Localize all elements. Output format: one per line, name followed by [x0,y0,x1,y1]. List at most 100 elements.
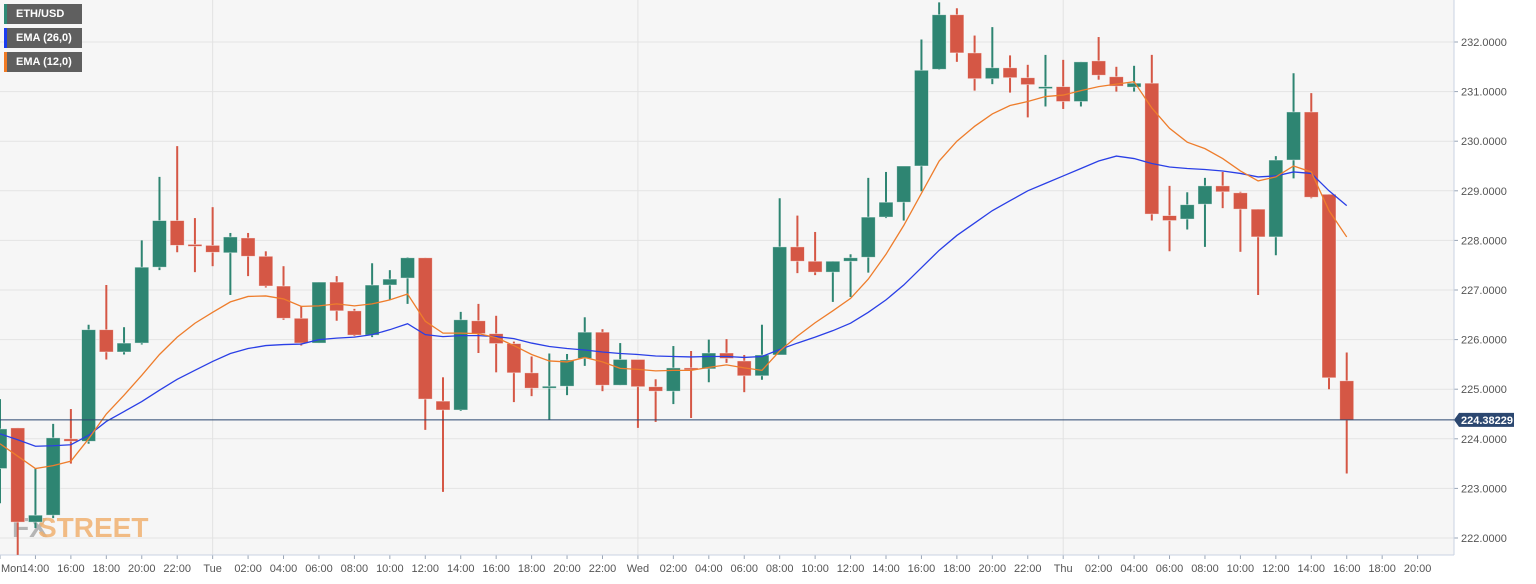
candle[interactable] [45,423,61,519]
legend-item-ethusd[interactable]: ETH/USD [4,4,82,24]
candle[interactable] [453,311,469,412]
candle[interactable] [258,251,274,288]
candle[interactable] [28,468,43,529]
candle[interactable] [81,324,96,444]
candle-body [1073,61,1089,102]
x-tick-label: 10:00 [376,563,404,575]
candle[interactable] [417,257,433,430]
candle[interactable] [400,257,415,304]
candle[interactable] [772,198,788,356]
candle[interactable] [524,356,539,397]
candle[interactable] [205,207,221,267]
candle[interactable] [1020,64,1036,118]
legend-label: EMA (26,0) [16,32,72,44]
candle[interactable] [931,2,947,70]
candle[interactable] [187,218,203,273]
candle-body [1126,82,1142,88]
candle-body [1002,67,1018,79]
candle[interactable] [1197,177,1213,247]
candle[interactable] [1073,61,1089,107]
candle[interactable] [665,346,681,405]
candle[interactable] [1268,156,1284,256]
candle[interactable] [1250,208,1266,295]
candle-body [524,372,539,389]
candle[interactable] [1286,73,1301,179]
candle[interactable] [719,339,734,363]
candle[interactable] [169,146,185,253]
candle[interactable] [1162,185,1177,252]
candle-body [559,359,575,387]
candle-body [1339,380,1355,421]
candle[interactable] [630,359,646,428]
watermark-street: STREET [38,512,148,543]
candle-body [1286,111,1301,161]
candle[interactable] [293,305,309,346]
candle[interactable] [435,377,451,492]
legend-item-ema12[interactable]: EMA (12,0) [4,52,82,72]
candle[interactable] [878,171,894,219]
candle-body [45,437,61,516]
y-tick-label: 227.0000 [1461,285,1507,297]
y-tick-label: 232.0000 [1461,37,1507,49]
candle[interactable] [1091,37,1107,80]
candle[interactable] [152,176,167,271]
candle[interactable] [949,8,965,62]
candle[interactable] [541,353,557,420]
candle[interactable] [222,232,238,295]
x-tick-label: 16:00 [1333,563,1361,575]
x-tick-label: 22:00 [1014,563,1042,575]
candle[interactable] [790,215,805,274]
candle[interactable] [1339,352,1355,474]
candle[interactable] [1179,192,1195,230]
candle[interactable] [559,353,575,396]
candle[interactable] [488,315,504,373]
candle-body [1108,76,1124,87]
candle[interactable] [346,308,362,337]
candle[interactable] [134,240,150,345]
candle[interactable] [116,327,132,355]
candle[interactable] [807,231,823,276]
candle[interactable] [240,232,256,277]
candle[interactable] [1215,171,1231,209]
x-tick-label: 12:00 [1262,563,1290,575]
candle-body [346,310,362,336]
candle[interactable] [1002,55,1018,93]
legend-item-ema26[interactable]: EMA (26,0) [4,28,82,48]
candle-body [152,220,167,268]
candle[interactable] [1233,191,1248,252]
x-tick-label: 18:00 [1368,563,1396,575]
candle[interactable] [984,27,1000,85]
candle[interactable] [471,303,486,353]
candle[interactable] [648,379,664,422]
candle[interactable] [860,177,876,273]
candle[interactable] [1108,66,1124,92]
candle-body [28,514,43,523]
candle[interactable] [843,254,858,297]
ema26-line [0,155,1348,447]
candle[interactable] [311,281,327,344]
candle[interactable] [98,285,114,360]
candle[interactable] [1144,54,1160,221]
candle[interactable] [506,341,522,403]
candle[interactable] [10,427,26,555]
legend: ETH/USD EMA (26,0) EMA (12,0) [4,4,82,72]
candle[interactable] [382,270,398,300]
candle[interactable] [896,165,912,221]
x-tick-label: 18:00 [93,563,121,575]
candle[interactable] [1055,59,1071,109]
candle-body [807,260,823,273]
candle[interactable] [1303,93,1319,199]
candle-body [1268,159,1284,238]
candle[interactable] [1321,193,1337,390]
candle[interactable] [63,409,79,464]
current-price-tag: 224.38229 [1454,412,1514,427]
candle[interactable] [914,39,929,192]
candle[interactable] [1126,65,1142,92]
candle[interactable] [1038,54,1053,107]
candle[interactable] [595,329,610,392]
candle[interactable] [967,35,982,91]
candle-body [81,329,96,442]
candle[interactable] [825,260,841,302]
candle[interactable] [612,343,628,386]
